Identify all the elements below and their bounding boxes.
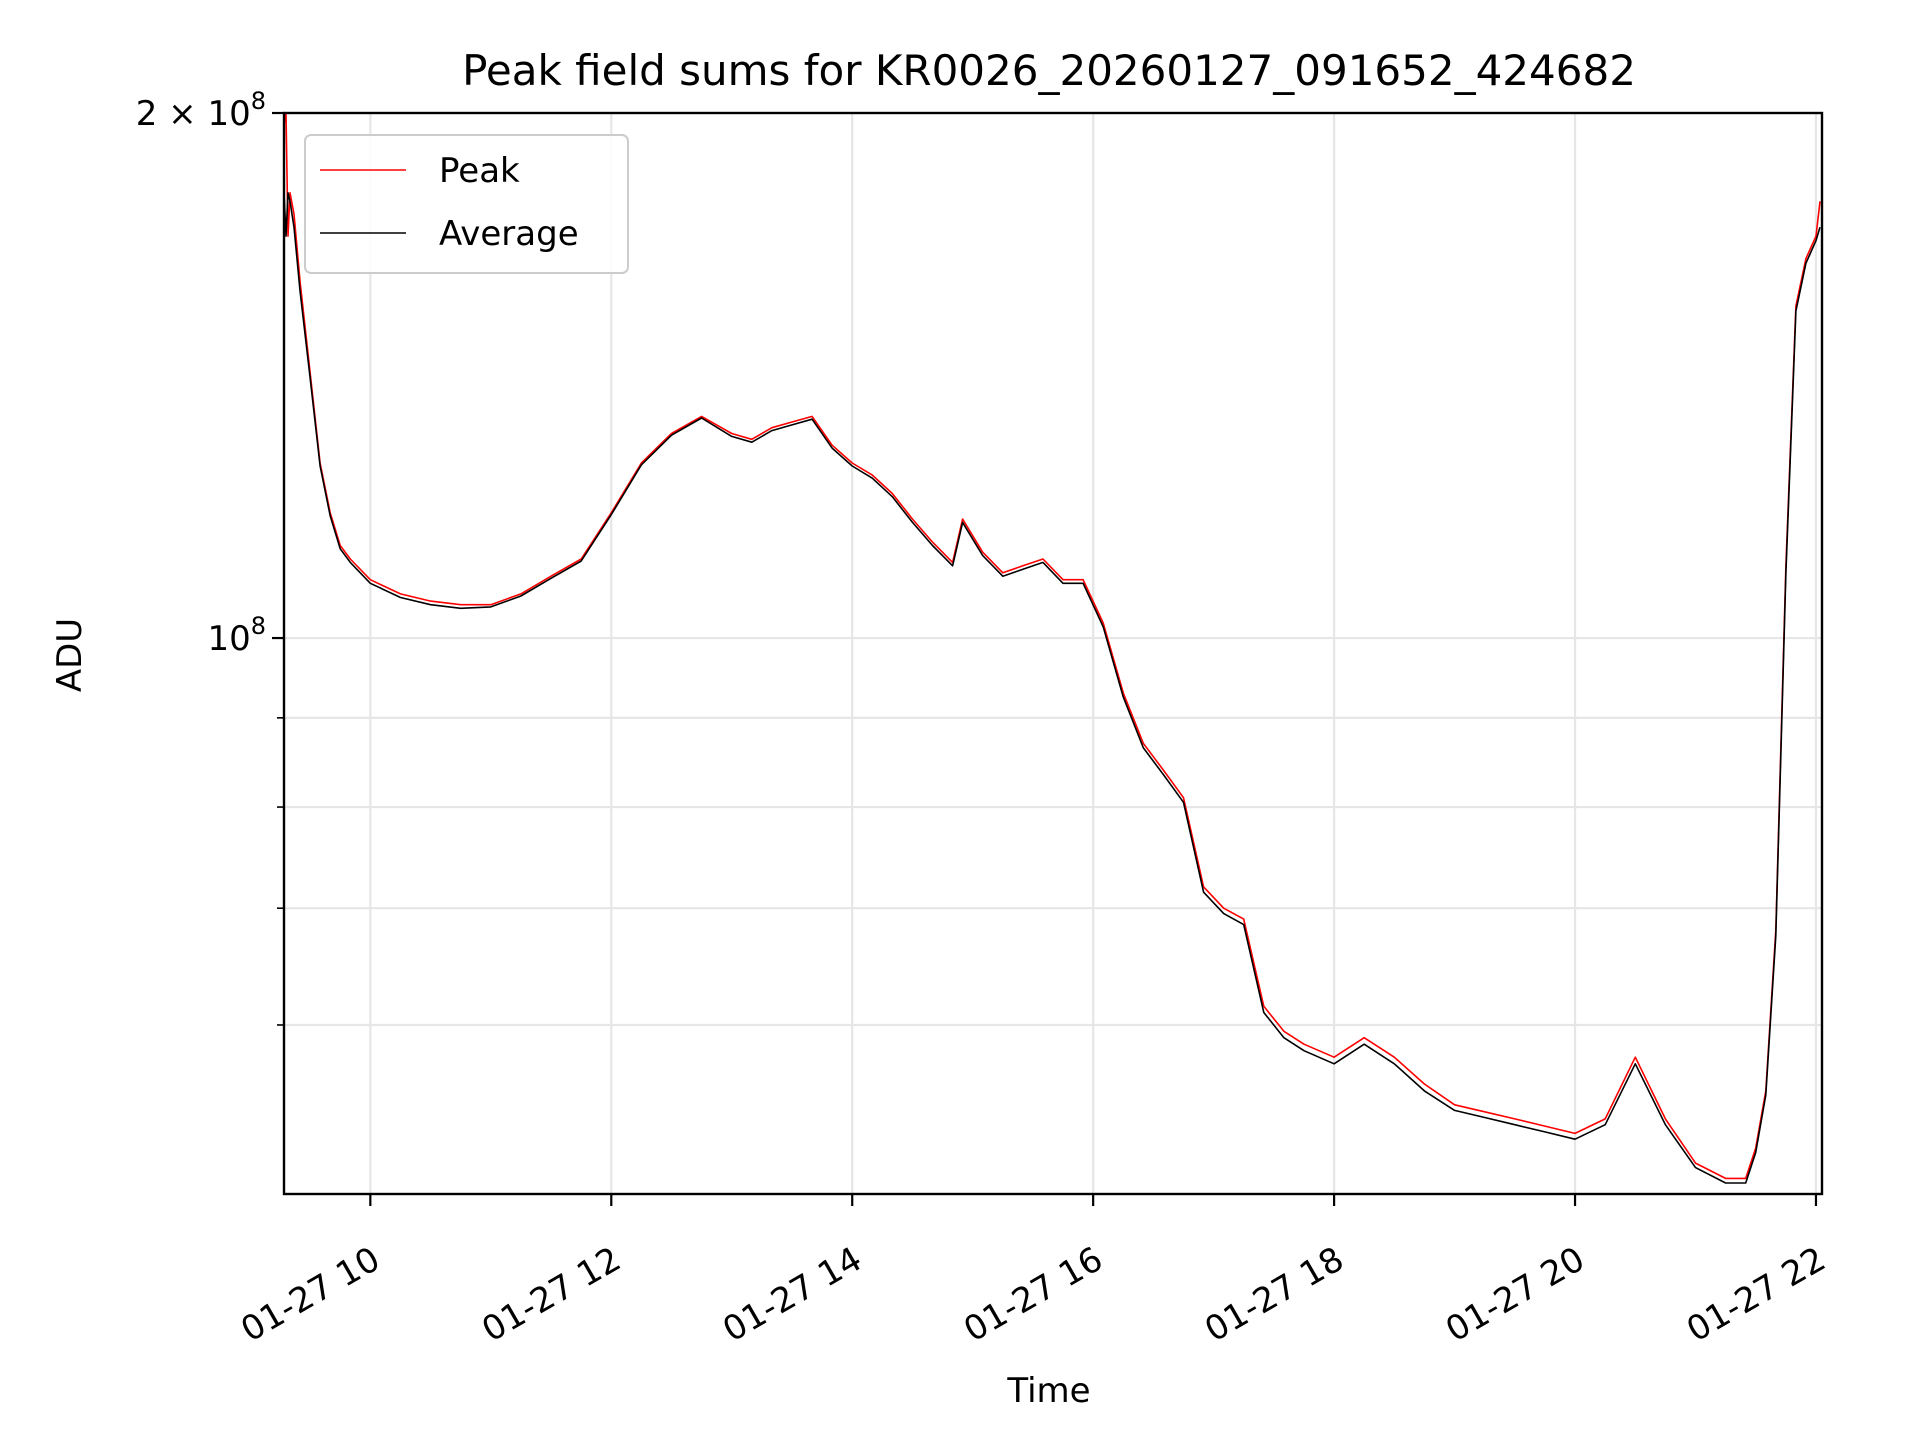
grid-lines — [284, 113, 1822, 1194]
legend-label-peak: Peak — [439, 151, 520, 191]
plot-area-frame — [282, 111, 1824, 1196]
legend-label-average: Average — [439, 214, 579, 254]
series-line-average — [283, 192, 1821, 1184]
series-layer — [283, 112, 1821, 1184]
y-tick-label: 108 — [207, 612, 266, 659]
y-axis-label: ADU — [50, 618, 90, 692]
chart-title: Peak field sums for KR0026_20260127_0916… — [462, 46, 1636, 95]
series-line-peak — [283, 112, 1821, 1180]
x-axis-label: Time — [1006, 1371, 1090, 1411]
legend: Peak Average — [304, 134, 629, 274]
y-tick-label: 2 × 108 — [136, 87, 266, 134]
